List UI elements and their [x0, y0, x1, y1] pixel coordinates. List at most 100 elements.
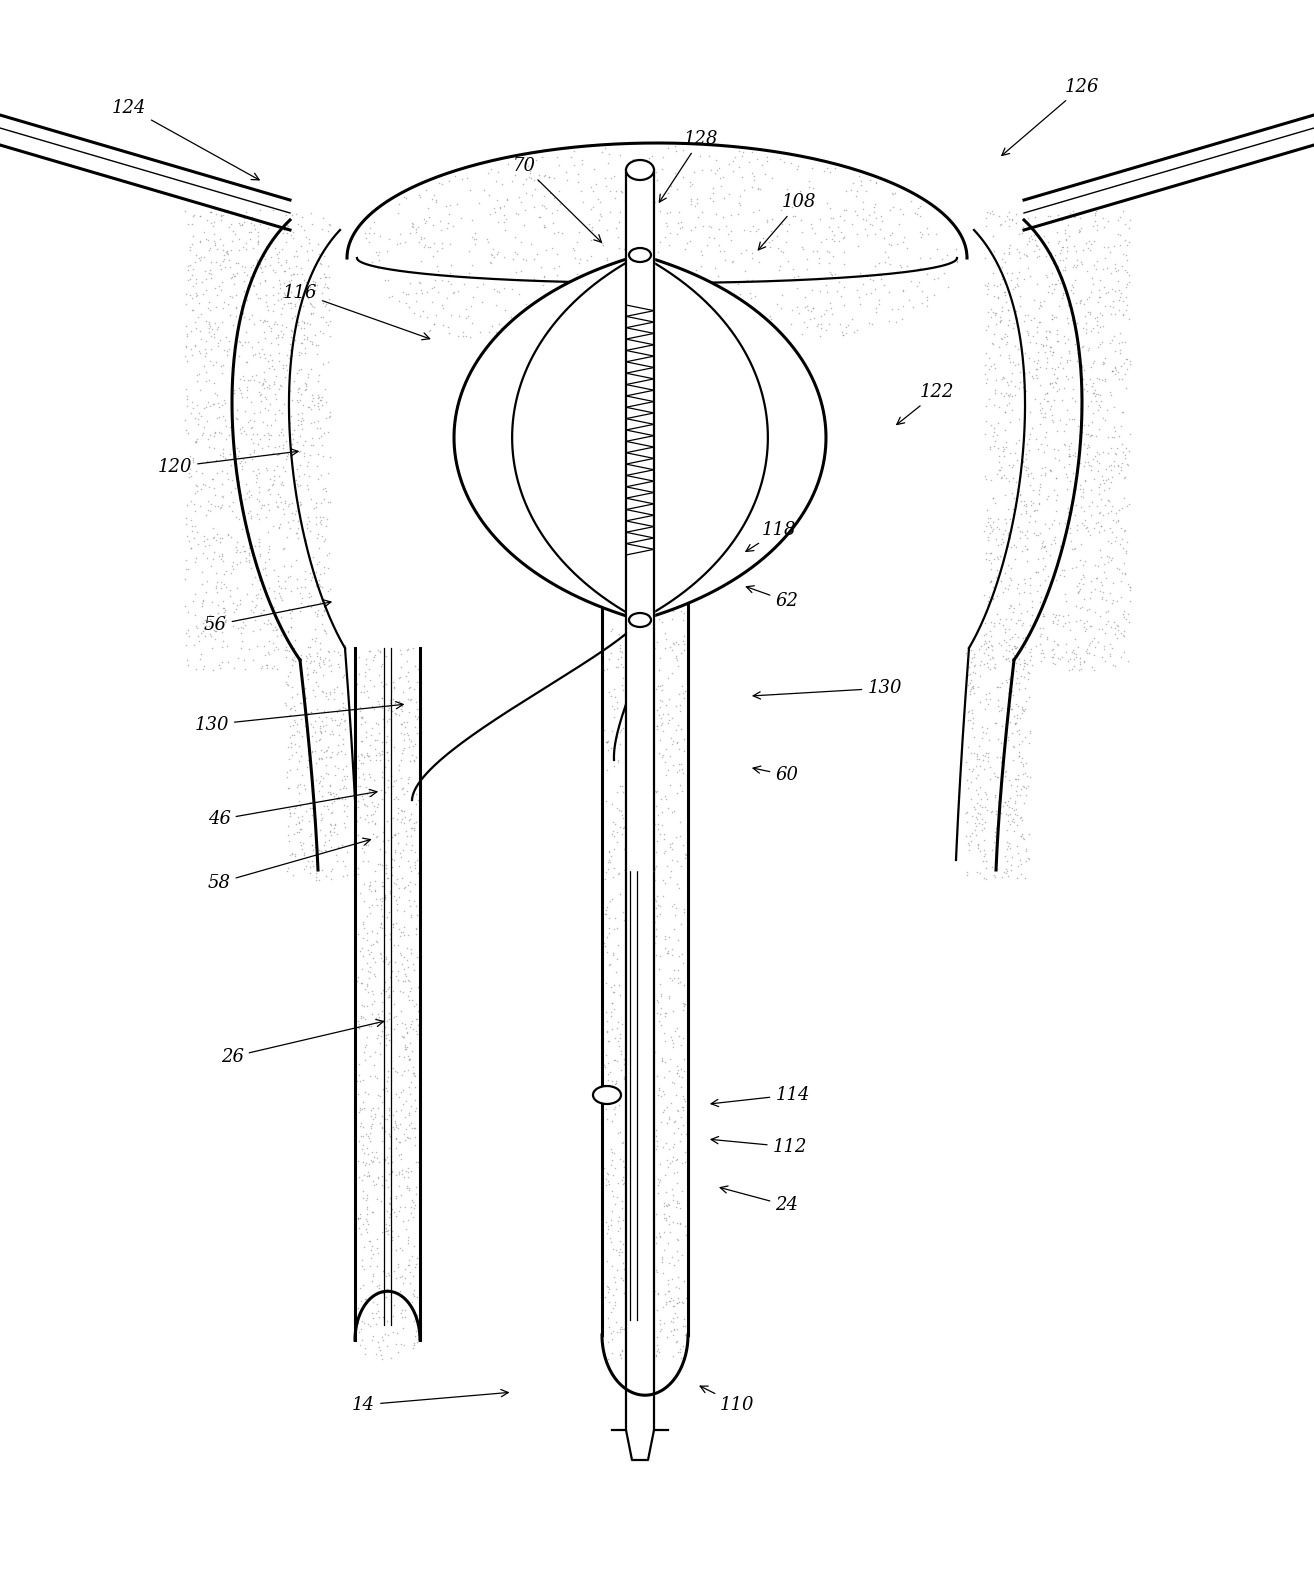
Point: [280, 725, 301, 750]
Point: [660, 1150, 681, 1175]
Point: [524, 176, 545, 201]
Point: [1106, 612, 1127, 638]
Point: [285, 732, 306, 758]
Point: [607, 862, 628, 888]
Point: [641, 998, 662, 1024]
Point: [1108, 452, 1129, 478]
Point: [967, 782, 988, 807]
Point: [325, 812, 346, 837]
Point: [649, 253, 670, 278]
Point: [648, 1340, 669, 1365]
Point: [326, 782, 347, 807]
Point: [1035, 318, 1056, 343]
Point: [606, 1071, 627, 1096]
Point: [200, 422, 221, 448]
Point: [180, 318, 201, 343]
Point: [254, 375, 275, 400]
Point: [1008, 647, 1029, 672]
Point: [363, 1289, 384, 1315]
Point: [1007, 802, 1028, 827]
Point: [175, 459, 196, 484]
Point: [368, 1305, 389, 1330]
Point: [1004, 310, 1025, 335]
Point: [958, 831, 979, 856]
Point: [313, 304, 334, 329]
Point: [386, 1237, 407, 1262]
Point: [335, 854, 356, 880]
Point: [1007, 706, 1028, 731]
Point: [390, 748, 411, 774]
Point: [1034, 566, 1055, 592]
Point: [309, 536, 330, 562]
Point: [703, 318, 724, 343]
Point: [984, 785, 1005, 810]
Point: [691, 158, 712, 184]
Point: [1062, 307, 1083, 332]
Point: [334, 661, 355, 687]
Point: [1001, 650, 1022, 676]
Point: [283, 388, 304, 413]
Point: [794, 191, 815, 217]
Point: [315, 739, 336, 764]
Point: [1014, 696, 1035, 721]
Point: [283, 840, 304, 865]
Point: [620, 294, 641, 320]
Point: [1038, 389, 1059, 414]
Point: [367, 929, 388, 954]
Point: [995, 418, 1016, 443]
Point: [1043, 250, 1064, 275]
Point: [355, 1031, 376, 1057]
Point: [309, 655, 330, 680]
Point: [285, 291, 306, 316]
Point: [265, 236, 286, 261]
Point: [664, 753, 685, 778]
Point: [972, 850, 993, 875]
Point: [631, 775, 652, 800]
Point: [300, 595, 321, 620]
Point: [306, 641, 327, 666]
Point: [899, 288, 920, 313]
Point: [1114, 446, 1135, 471]
Point: [645, 794, 666, 819]
Text: 114: 114: [711, 1085, 809, 1106]
Point: [250, 615, 271, 641]
Point: [263, 258, 284, 283]
Point: [192, 560, 213, 585]
Point: [321, 859, 342, 884]
Point: [448, 278, 469, 304]
Point: [564, 275, 585, 301]
Point: [1034, 535, 1055, 560]
Point: [762, 206, 783, 231]
Point: [1007, 535, 1028, 560]
Point: [988, 394, 1009, 419]
Point: [633, 1156, 654, 1182]
Point: [1012, 745, 1033, 770]
Point: [1076, 435, 1097, 460]
Point: [390, 638, 411, 663]
Point: [1113, 517, 1134, 543]
Point: [624, 894, 645, 919]
Point: [781, 310, 802, 335]
Point: [309, 770, 330, 796]
Point: [671, 1065, 692, 1090]
Point: [882, 182, 903, 207]
Point: [1079, 228, 1100, 253]
Point: [359, 1150, 380, 1175]
Point: [628, 1234, 649, 1259]
Point: [205, 619, 226, 644]
Point: [225, 476, 246, 501]
Point: [1062, 386, 1083, 411]
Point: [258, 215, 279, 240]
Point: [984, 782, 1005, 807]
Point: [231, 517, 252, 543]
Point: [377, 739, 398, 764]
Point: [260, 391, 281, 416]
Point: [1101, 470, 1122, 495]
Point: [405, 1307, 426, 1332]
Point: [1091, 388, 1112, 413]
Point: [1030, 464, 1051, 489]
Point: [263, 440, 284, 465]
Point: [629, 1346, 650, 1372]
Point: [1089, 603, 1110, 628]
Point: [365, 929, 386, 954]
